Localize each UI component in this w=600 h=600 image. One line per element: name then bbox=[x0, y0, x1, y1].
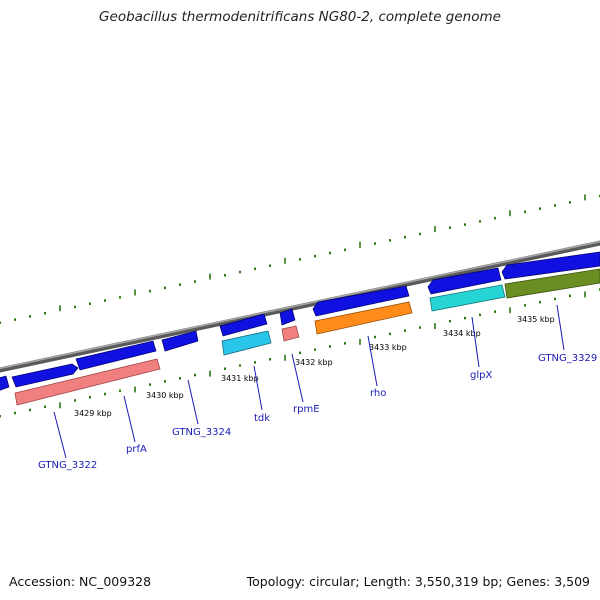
gene-bar-rho[interactable] bbox=[314, 301, 413, 335]
cds-arrow[interactable] bbox=[75, 340, 157, 371]
gene-label-rpmE[interactable]: rpmE bbox=[293, 404, 320, 415]
genome-backbone bbox=[0, 240, 600, 373]
scale-label: 3433 kbp bbox=[369, 343, 407, 352]
scale-labels: 3429 kbp 3430 kbp 3431 kbp 3432 kbp 3433… bbox=[74, 315, 555, 418]
topology-summary: Topology: circular; Length: 3,550,319 bp… bbox=[246, 574, 590, 589]
cds-arrow[interactable] bbox=[219, 313, 268, 337]
tick-row-outer bbox=[0, 194, 600, 324]
gene-bar-glpX[interactable] bbox=[429, 284, 506, 312]
gene-bar-tdk[interactable] bbox=[221, 330, 272, 356]
gene-label-prfA[interactable]: prfA bbox=[126, 444, 147, 455]
gene-bar-rpmE[interactable] bbox=[281, 325, 300, 342]
cds-arrow[interactable] bbox=[279, 308, 296, 326]
gene-label-tdk[interactable]: tdk bbox=[254, 413, 270, 424]
gene-label-GTNG_3322[interactable]: GTNG_3322 bbox=[38, 460, 97, 471]
gene-bar-GTNG_3329[interactable] bbox=[504, 268, 600, 299]
cds-arrow[interactable] bbox=[501, 251, 600, 280]
scale-label: 3431 kbp bbox=[221, 374, 259, 383]
scale-label: 3432 kbp bbox=[295, 358, 333, 367]
gene-label-rho[interactable]: rho bbox=[370, 388, 386, 399]
scale-label: 3429 kbp bbox=[74, 409, 112, 418]
accession-label: Accession: NC_009328 bbox=[9, 574, 152, 589]
scale-label: 3435 kbp bbox=[517, 315, 555, 324]
scale-label: 3434 kbp bbox=[443, 329, 481, 338]
leader-lines bbox=[53, 304, 565, 459]
cds-arrow[interactable] bbox=[161, 330, 199, 352]
gene-bar-prfA[interactable] bbox=[14, 358, 161, 406]
cds-arrows bbox=[0, 251, 600, 392]
gene-labels: GTNG_3322 prfA GTNG_3324 tdk rpmE rho gl… bbox=[38, 353, 597, 471]
scale-label: 3430 kbp bbox=[146, 391, 184, 400]
cds-arrow[interactable] bbox=[0, 375, 10, 392]
gene-features bbox=[14, 268, 600, 406]
cds-arrow[interactable] bbox=[312, 285, 410, 317]
map-title: Geobacillus thermodenitrificans NG80-2, … bbox=[99, 9, 501, 25]
gene-label-GTNG_3329[interactable]: GTNG_3329 bbox=[538, 353, 597, 364]
gene-label-GTNG_3324[interactable]: GTNG_3324 bbox=[172, 427, 231, 438]
cds-arrow[interactable] bbox=[427, 267, 502, 295]
gene-label-glpX[interactable]: glpX bbox=[470, 370, 492, 381]
tick-row-inner bbox=[0, 288, 600, 418]
cds-arrow[interactable] bbox=[11, 363, 79, 388]
